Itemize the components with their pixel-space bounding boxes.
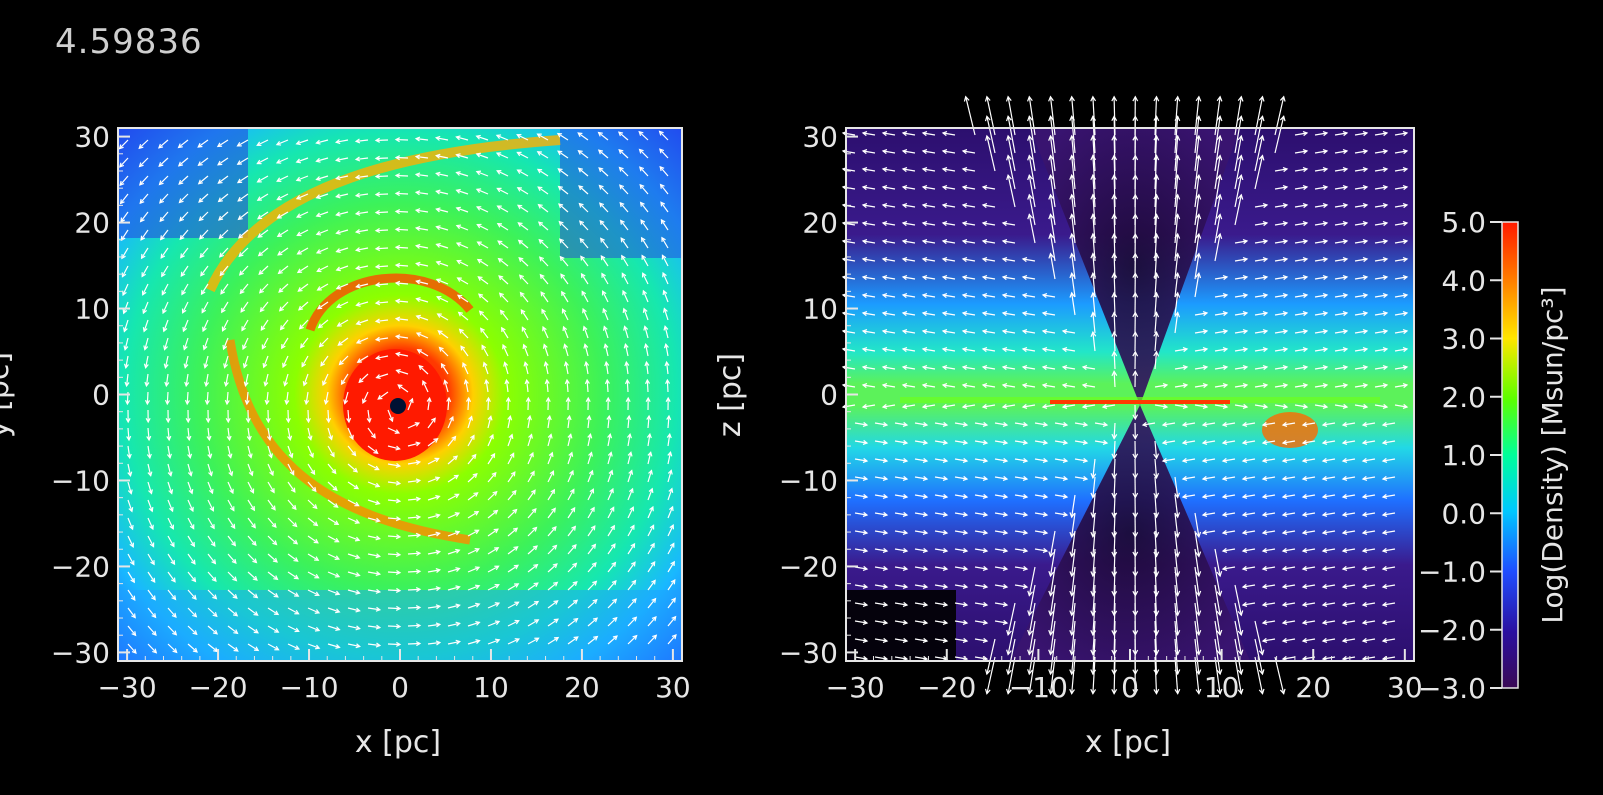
colorbar-tick-label: −1.0 xyxy=(1418,556,1486,589)
panel1-ytick-label: −10 xyxy=(51,464,110,497)
colorbar xyxy=(1501,221,1519,689)
panel1-ytick-label: −20 xyxy=(51,550,110,583)
panel1-xlabel: x [pc] xyxy=(355,725,441,760)
panel2-ytick-label: 30 xyxy=(802,121,838,154)
panel1-xtick-label: 20 xyxy=(564,671,600,704)
panel2-xtick-label: −30 xyxy=(826,671,885,704)
panel1-ticks: −30 −20 −10 0 10 20 30 −30 −20 −10 0 10 20 30 xyxy=(51,121,691,704)
panel2-ytick-label: 20 xyxy=(802,207,838,240)
panel1-density-field xyxy=(118,128,682,661)
panel1-ytick-label: 30 xyxy=(74,121,110,154)
colorbar-tick-label: 1.0 xyxy=(1441,439,1486,472)
colorbar-tick-label: −3.0 xyxy=(1418,672,1486,705)
panel1-ytick-label: −30 xyxy=(51,636,110,669)
colorbar-tick-label: 2.0 xyxy=(1441,381,1486,414)
panel2-density-field xyxy=(846,128,1414,661)
panel1-xtick-label: −30 xyxy=(98,671,157,704)
colorbar-label: Log(Density) [Msun/pc³] xyxy=(1536,286,1569,623)
panel2-ytick-label: −10 xyxy=(779,464,838,497)
panel2-velocity-vectors xyxy=(841,95,1409,695)
panel2-xtick-label: −20 xyxy=(917,671,976,704)
panel2-xtick-label: 30 xyxy=(1387,671,1423,704)
panel2-xtick-label: 20 xyxy=(1295,671,1331,704)
panel2-ylabel: z [pc] xyxy=(713,353,748,437)
panel2-ytick-label: −30 xyxy=(779,636,838,669)
panel1-xtick-label: 30 xyxy=(655,671,691,704)
colorbar-tick-label: −2.0 xyxy=(1418,614,1486,647)
colorbar-tick-label: 3.0 xyxy=(1441,323,1486,356)
panel2-xlabel: x [pc] xyxy=(1085,725,1171,760)
panel1-ytick-label: 10 xyxy=(74,293,110,326)
panel1-ylabel: y [pc] xyxy=(0,352,16,438)
panel1-xtick-label: −10 xyxy=(279,671,338,704)
panel2-xtick-label: 10 xyxy=(1204,671,1240,704)
colorbar-tick-label: 5.0 xyxy=(1441,206,1486,239)
panel1-xtick-label: 10 xyxy=(473,671,509,704)
panel2-ytick-label: 10 xyxy=(802,293,838,326)
panel1-ytick-label: 20 xyxy=(74,207,110,240)
panel1-velocity-vectors xyxy=(118,130,677,654)
panel2-ytick-label: 0 xyxy=(820,379,838,412)
colorbar-tick-label: 4.0 xyxy=(1441,264,1486,297)
panel2-xtick-label: −10 xyxy=(1009,671,1068,704)
panel2-ytick-label: −20 xyxy=(779,550,838,583)
panel2-ticks: −30 −20 −10 0 10 20 30 −30 −20 −10 0 10 20 30 xyxy=(779,121,1423,704)
panel2-xtick-label: 0 xyxy=(1121,671,1139,704)
panel1-xtick-label: −20 xyxy=(189,671,248,704)
colorbar-ticks: 5.0 4.0 3.0 2.0 1.0 0.0 −1.0 −2.0 −3.0 xyxy=(1418,206,1502,705)
panel1-xtick-label: 0 xyxy=(391,671,409,704)
panel1-ytick-label: 0 xyxy=(92,379,110,412)
colorbar-tick-label: 0.0 xyxy=(1441,497,1486,530)
time-label: 4.59836 xyxy=(55,22,203,62)
